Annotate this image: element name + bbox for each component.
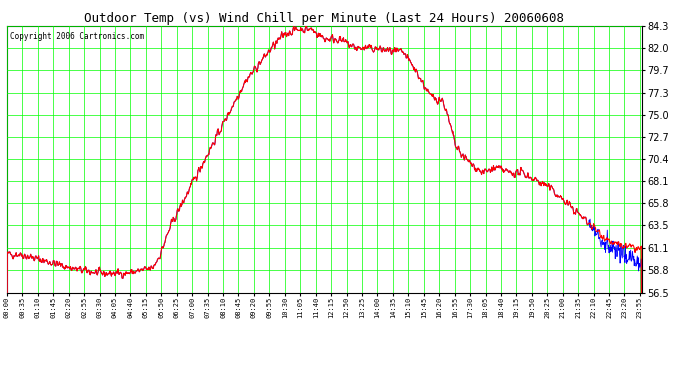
Text: Copyright 2006 Cartronics.com: Copyright 2006 Cartronics.com (10, 32, 144, 40)
Title: Outdoor Temp (vs) Wind Chill per Minute (Last 24 Hours) 20060608: Outdoor Temp (vs) Wind Chill per Minute … (84, 12, 564, 25)
